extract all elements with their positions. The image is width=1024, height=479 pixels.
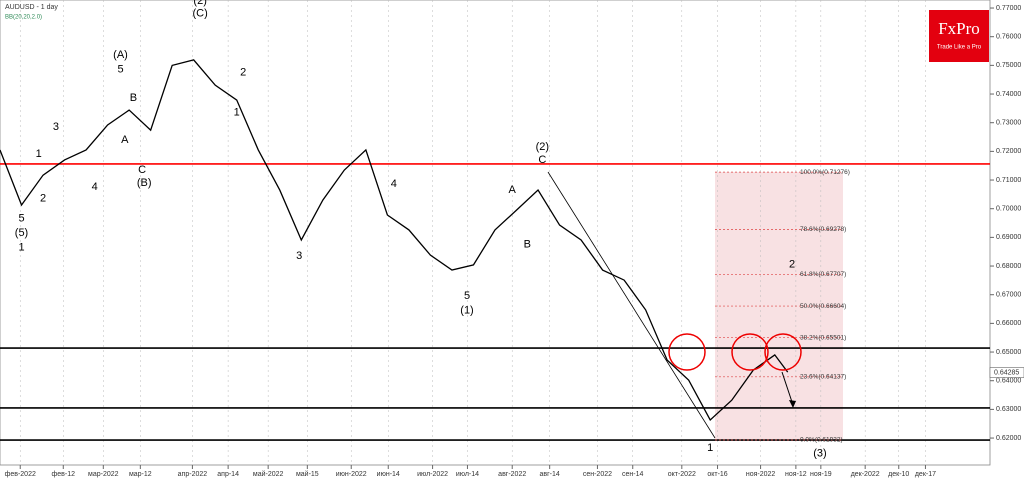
x-tick-label: ноя-12 — [785, 471, 807, 478]
wave-label: (5) — [15, 227, 28, 239]
x-tick-label: май-15 — [296, 470, 319, 478]
x-tick-label: мар-12 — [129, 471, 152, 478]
y-tick-label: 0.69000 — [996, 234, 1021, 241]
y-tick-label: 0.73000 — [996, 120, 1021, 127]
y-tick-label: 0.66000 — [996, 320, 1021, 327]
price-tag-label: 0.64285 — [994, 369, 1019, 376]
wave-label: (2) — [193, 0, 206, 7]
fib-label: 0.0%(0.61932) — [800, 437, 843, 444]
wave-label: 5 — [117, 64, 123, 76]
wave-label: 3 — [53, 121, 59, 133]
wave-label: (A) — [113, 49, 128, 61]
wave-label: 1 — [18, 241, 24, 253]
wave-label: 2 — [240, 66, 246, 78]
x-tick-label: сен-14 — [622, 471, 643, 478]
wave-label: (1) — [460, 304, 473, 316]
wave-label: 2 — [789, 259, 795, 271]
wave-label: 1 — [707, 442, 713, 454]
wave-label: 4 — [92, 181, 98, 193]
x-tick-label: дек-2022 — [851, 471, 880, 478]
indicator-label: BB(20,20,2.0) — [5, 15, 42, 21]
x-tick-label: авг-14 — [540, 471, 560, 478]
x-tick-label: июн-2022 — [336, 471, 367, 478]
y-tick-label: 0.76000 — [996, 34, 1021, 41]
fib-label: 23.6%(0.64137) — [800, 374, 846, 381]
wave-label: A — [121, 134, 129, 146]
chart-title: AUDUSD - 1 day — [5, 4, 58, 11]
x-tick-label: апр-14 — [217, 471, 239, 478]
arrow-head — [789, 400, 796, 408]
wave-label: (B) — [137, 177, 152, 189]
y-tick-label: 0.65000 — [996, 349, 1021, 356]
price-line — [0, 59, 789, 422]
wave-label: B — [524, 238, 531, 250]
wave-label: 5 — [464, 290, 470, 302]
fib-label: 61.8%(0.67707) — [800, 271, 846, 278]
x-tick-label: фев-12 — [52, 471, 76, 478]
wave-label: A — [509, 184, 517, 196]
wave-label: 4 — [391, 178, 397, 190]
y-tick-label: 0.64000 — [996, 378, 1021, 385]
fib-label: 50.0%(0.66604) — [800, 303, 846, 310]
x-tick-label: окт-2022 — [668, 471, 696, 478]
y-tick-label: 0.62000 — [996, 435, 1021, 442]
wave-label: B — [130, 92, 137, 104]
wave-label: (2) — [536, 141, 549, 153]
y-tick-label: 0.70000 — [996, 206, 1021, 213]
wave-label: (C) — [193, 8, 208, 20]
logo: FxPro Trade Like a Pro — [929, 10, 989, 62]
wave-label: 3 — [296, 250, 302, 262]
trend-line — [547, 171, 716, 439]
x-tick-label: июн-14 — [377, 471, 400, 478]
x-tick-label: авг-2022 — [498, 471, 526, 478]
fib-label: 78.6%(0.69278) — [800, 226, 846, 233]
y-tick-label: 0.72000 — [996, 148, 1021, 155]
x-tick-label: фев-2022 — [5, 471, 36, 478]
y-tick-label: 0.75000 — [996, 62, 1021, 69]
logo-tagline: Trade Like a Pro — [937, 45, 982, 51]
logo-name: FxPro — [938, 19, 980, 38]
x-tick-label: май-2022 — [253, 470, 284, 478]
highlight-circle — [668, 333, 706, 371]
forecast-arrow — [781, 371, 794, 406]
x-tick-label: дек-17 — [915, 471, 936, 478]
wave-label: C — [138, 164, 146, 176]
logo-box — [929, 10, 989, 62]
y-tick-label: 0.67000 — [996, 292, 1021, 299]
x-tick-label: сен-2022 — [583, 471, 612, 478]
y-tick-label: 0.77000 — [996, 5, 1021, 12]
x-tick-label: окт-16 — [707, 471, 727, 478]
wave-label: 5 — [18, 213, 24, 225]
highlight-circle — [764, 333, 802, 371]
fib-label: 100.0%(0.71276) — [800, 169, 850, 176]
x-tick-label: апр-2022 — [178, 471, 208, 478]
wave-label: 1 — [36, 148, 42, 160]
y-tick-label: 0.68000 — [996, 263, 1021, 270]
x-tick-label: июл-14 — [456, 471, 479, 478]
y-tick-label: 0.74000 — [996, 91, 1021, 98]
wave-label: 2 — [40, 193, 46, 205]
wave-label: C — [538, 154, 546, 166]
y-tick-label: 0.71000 — [996, 177, 1021, 184]
fib-label: 38.2%(0.65501) — [800, 334, 846, 341]
x-tick-label: мар-2022 — [88, 471, 119, 478]
wave-label: 1 — [234, 107, 240, 119]
price-tag — [989, 367, 1024, 378]
x-tick-label: июл-2022 — [417, 471, 448, 478]
highlight-circle — [731, 333, 769, 371]
x-tick-label: ноя-2022 — [746, 471, 776, 478]
wave-label: (3) — [813, 448, 826, 460]
x-tick-label: ноя-19 — [810, 471, 832, 478]
x-tick-label: дек-10 — [888, 471, 909, 478]
y-tick-label: 0.63000 — [996, 406, 1021, 413]
